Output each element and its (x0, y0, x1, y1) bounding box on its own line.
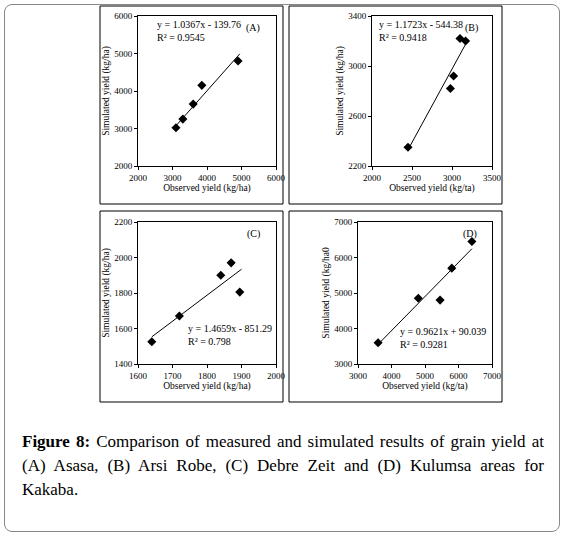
svg-text:2000: 2000 (114, 161, 133, 171)
svg-text:2000: 2000 (267, 371, 286, 381)
svg-text:2200: 2200 (114, 217, 133, 227)
svg-text:y = 0.9621x + 90.039R² = 0.928: y = 0.9621x + 90.039R² = 0.9281 (400, 326, 486, 350)
svg-text:1600: 1600 (114, 324, 133, 334)
svg-text:4000: 4000 (383, 371, 402, 381)
svg-text:y = 1.0367x - 139.76R² = 0.954: y = 1.0367x - 139.76R² = 0.9545 (157, 19, 241, 43)
svg-text:1800: 1800 (114, 288, 133, 298)
svg-text:Simulated yield (kg/ha): Simulated yield (kg/ha) (335, 46, 346, 136)
svg-text:5000: 5000 (114, 49, 133, 59)
svg-text:3000: 3000 (443, 173, 462, 183)
svg-text:2000: 2000 (363, 173, 382, 183)
svg-text:7000: 7000 (483, 371, 502, 381)
svg-text:Simulated yield (kg/ha): Simulated yield (kg/ha) (101, 46, 112, 136)
svg-text:5000: 5000 (416, 371, 435, 381)
svg-text:Simulated yield (kg/ha0: Simulated yield (kg/ha0 (321, 247, 332, 339)
svg-text:6000: 6000 (334, 253, 353, 263)
svg-text:Observed yield (kg/ta): Observed yield (kg/ta) (389, 183, 474, 194)
svg-text:(B): (B) (465, 22, 478, 34)
svg-text:3000: 3000 (348, 61, 367, 71)
svg-text:6000: 6000 (267, 173, 286, 183)
svg-text:6000: 6000 (450, 371, 469, 381)
svg-text:2500: 2500 (403, 173, 422, 183)
svg-text:2000: 2000 (129, 173, 148, 183)
svg-text:2200: 2200 (348, 161, 367, 171)
svg-text:1600: 1600 (129, 371, 148, 381)
svg-text:2000: 2000 (114, 253, 133, 263)
svg-text:1400: 1400 (114, 359, 133, 369)
svg-text:2600: 2600 (348, 111, 367, 121)
svg-text:Simulated yield (kg/ha): Simulated yield (kg/ha) (101, 248, 112, 338)
svg-text:3000: 3000 (349, 371, 368, 381)
svg-text:5000: 5000 (334, 288, 353, 298)
html-text:Figure 8: Comparison of measur: Figure 8: Comparison of measured and sim… (22, 432, 544, 499)
svg-text:3400: 3400 (348, 11, 367, 21)
svg-text:(A): (A) (246, 22, 260, 34)
svg-text:5000: 5000 (233, 173, 252, 183)
svg-text:3000: 3000 (114, 124, 133, 134)
svg-text:1800: 1800 (198, 371, 217, 381)
svg-text:3000: 3000 (164, 173, 183, 183)
svg-text:6000: 6000 (114, 11, 133, 21)
svg-text:y = 1.4659x - 851.29R² = 0.798: y = 1.4659x - 851.29R² = 0.798 (188, 323, 272, 347)
svg-text:Observed yield (kg/ha): Observed yield (kg/ha) (163, 381, 251, 392)
svg-text:Observed yield (kg/ha): Observed yield (kg/ha) (163, 183, 251, 194)
svg-text:(D): (D) (463, 228, 477, 240)
svg-text:(C): (C) (247, 228, 260, 240)
svg-text:y = 1.1723x - 544.38R² = 0.941: y = 1.1723x - 544.38R² = 0.9418 (379, 19, 463, 43)
svg-text:7000: 7000 (334, 217, 353, 227)
svg-text:4000: 4000 (198, 173, 217, 183)
svg-text:1900: 1900 (233, 371, 252, 381)
svg-text:Observed yield (kg/ta): Observed yield (kg/ta) (382, 381, 467, 392)
svg-text:4000: 4000 (114, 86, 133, 96)
svg-text:3000: 3000 (334, 359, 353, 369)
svg-text:3500: 3500 (483, 173, 502, 183)
svg-text:1700: 1700 (164, 371, 183, 381)
svg-text:4000: 4000 (334, 324, 353, 334)
